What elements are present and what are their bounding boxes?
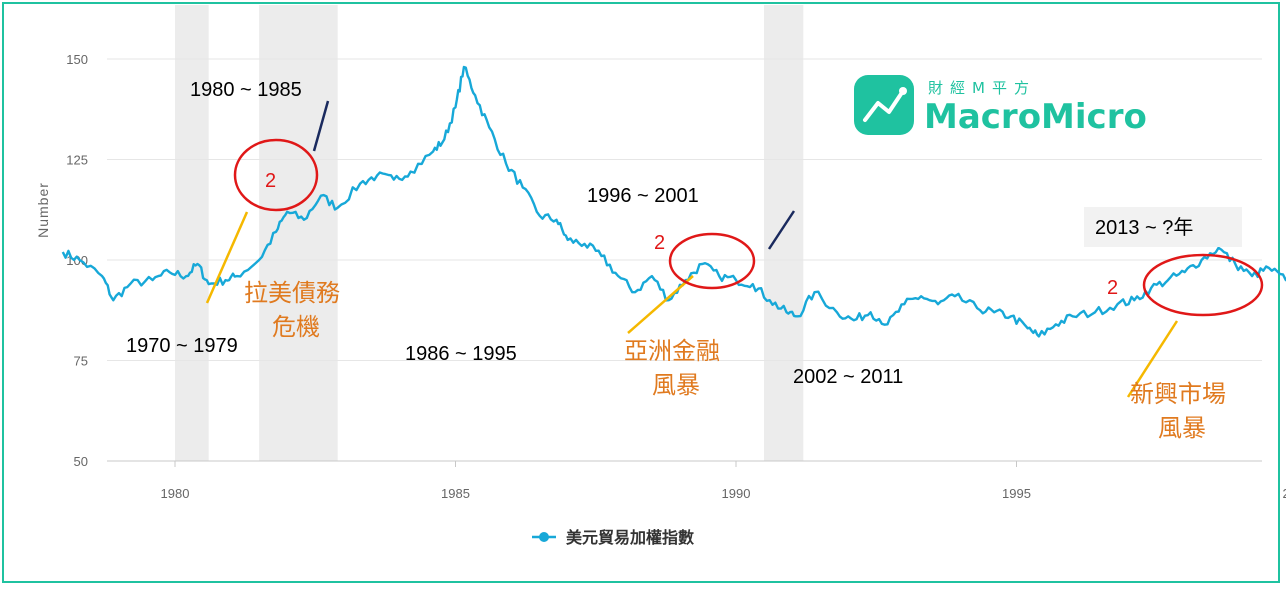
recession-band-2	[764, 5, 804, 461]
wave-marker-2: 2	[654, 232, 665, 254]
x-tick-2000: 2000	[1283, 486, 1286, 501]
period-label-bg-2013	[1084, 207, 1242, 247]
x-tick-1980: 1980	[161, 486, 190, 501]
x-tick-1990: 1990	[722, 486, 751, 501]
peak-trend-line-2001	[767, 210, 796, 250]
period-label-2002-2011: 2002 ~ 2011	[793, 366, 903, 388]
x-tick-1985: 1985	[441, 486, 470, 501]
peak-circle-2001	[668, 232, 756, 290]
logo-name: MacroMicro	[924, 97, 1147, 137]
uptrend-line-1996	[627, 275, 694, 334]
grid-lines	[107, 58, 1262, 361]
period-label-2013: 2013 ~ ?年	[1095, 216, 1193, 239]
y-tick-150: 150	[66, 52, 88, 67]
crisis-label-asia-line2: 風暴	[652, 371, 700, 399]
period-label-1980-1985: 1980 ~ 1985	[190, 79, 302, 101]
series-line-usd-index	[61, 65, 1286, 338]
crisis-label-asia-line1: 亞洲金融	[624, 337, 720, 365]
macromicro-logo: 財經M平方 MacroMicro	[854, 75, 1147, 137]
peak-trend-line-1985	[312, 100, 330, 152]
y-axis-title: Number	[35, 182, 51, 238]
legend-marker-icon	[539, 532, 549, 542]
y-tick-125: 125	[66, 153, 88, 168]
peak-circle-1985	[233, 138, 319, 212]
period-label-1970-1979: 1970 ~ 1979	[126, 335, 238, 357]
crisis-label-latam-line1: 拉美債務	[244, 279, 340, 307]
wave-marker-3: 2	[1107, 277, 1118, 299]
logo-subtitle: 財經M平方	[928, 79, 1036, 97]
period-label-1996-2001: 1996 ~ 2001	[587, 185, 699, 207]
recession-band-0	[175, 5, 209, 461]
crisis-label-em-line1: 新興市場	[1130, 380, 1226, 408]
y-tick-50: 50	[74, 454, 88, 469]
peak-circle-2016	[1142, 253, 1264, 317]
legend[interactable]: 美元貿易加權指數	[532, 528, 694, 547]
legend-label[interactable]: 美元貿易加權指數	[566, 528, 694, 547]
x-tick-labels: 19801985199019952000200520102015	[161, 461, 1286, 501]
wave-marker-1: 2	[265, 170, 276, 192]
recession-bands	[175, 5, 804, 461]
x-tick-1995: 1995	[1002, 486, 1031, 501]
uptrend-line-2013	[1126, 320, 1179, 398]
period-label-1986-1995: 1986 ~ 1995	[405, 343, 517, 365]
uptrend-line-1970s	[205, 211, 249, 304]
y-tick-75: 75	[74, 354, 88, 369]
chart-trend-icon	[854, 75, 914, 135]
recession-band-1	[259, 5, 338, 461]
crisis-label-em-line2: 風暴	[1158, 414, 1206, 442]
crisis-label-latam-line2: 危機	[272, 313, 320, 341]
